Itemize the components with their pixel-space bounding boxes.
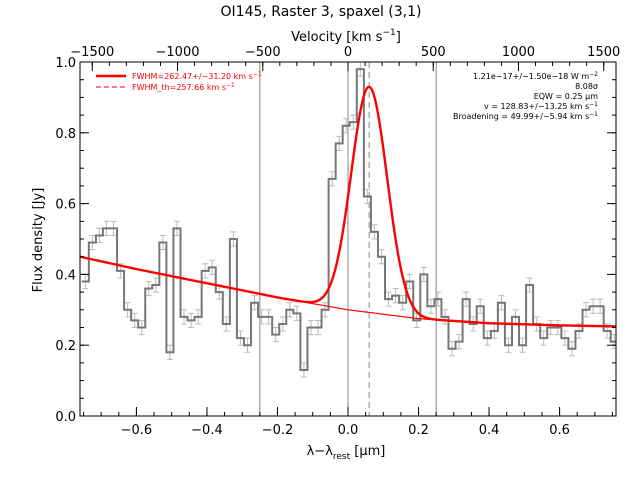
top-tick-label: 1500 [587,45,620,60]
x-tick-label: 0.4 [479,423,500,438]
y-axis-label: Flux density [Jy] [31,188,46,293]
legend-label-text: FWHM=262.47+/−31.20 km s [132,72,253,81]
x-tick-label: −0.2 [262,423,294,438]
y-tick-label: 0.4 [55,268,76,283]
top-tick-label: 500 [421,45,446,60]
annotation-2: EQW = 0.25 μm [534,92,598,101]
top-axis-label-end: ] [396,30,401,45]
x-tick-label: −0.6 [121,423,153,438]
y-tick-label: 0.2 [55,339,76,354]
x-axis-label-unit: [μm] [350,444,385,459]
x-tick-label: 0.0 [338,423,359,438]
top-axis-label: Velocity [km s−1] [291,28,401,45]
annotation-sup: −1 [589,111,598,118]
top-tick-label: 0 [344,45,352,60]
annotation-text: v = 128.83+/−13.25 km s [484,102,589,111]
annotation-4: Broadening = 49.99+/−5.94 km s−1 [453,111,598,121]
top-tick-label: −1000 [156,45,200,60]
axes: −0.6 −0.4 −0.2 0.0 0.2 0.4 0.6 0.0 0.2 0.4 0.6 0.8 1… [55,45,620,438]
x-tick-label: 0.6 [549,423,570,438]
annotation-sup: −1 [589,101,598,108]
gaussian-fit-line [79,85,617,328]
chart-title: OI145, Raster 3, spaxel (3,1) [221,4,422,20]
plot-area [79,61,618,416]
x-tick-label: 0.2 [408,423,429,438]
annotation-0: 1.21e−17+/−1.50e−18 W m−2 [473,71,598,81]
top-tick-label: 1000 [502,45,535,60]
legend: FWHM=262.47+/−31.20 km s−1FWHM_th=257.66… [96,71,262,92]
legend-label-0: FWHM=262.47+/−31.20 km s−1 [132,71,262,81]
y-tick-label: 1.0 [55,56,76,71]
y-tick-label: 0.0 [55,410,76,425]
annotation-text: EQW = 0.25 μm [534,92,598,101]
y-tick-label: 0.8 [55,127,76,142]
x-axis-label-text: λ−λ [307,444,334,459]
top-axis-label-sup: −1 [382,28,395,38]
legend-label-sup: −1 [226,82,235,89]
annotation-sup: −2 [589,71,598,78]
top-tick-label: −500 [245,45,281,60]
y-tick-label: 0.6 [55,198,76,213]
top-axis-label-text: Velocity [km s [291,30,383,45]
legend-label-sup: −1 [253,71,262,78]
annotation-1: 8.08σ [575,82,598,91]
annotation-text: 1.21e−17+/−1.50e−18 W m [473,72,589,81]
annotation-text: 8.08σ [575,82,598,91]
x-axis-label: λ−λrest [μm] [307,444,386,462]
legend-label-text: FWHM_th=257.66 km s [132,83,226,92]
top-tick-label: −1500 [70,45,114,60]
annotation-3: v = 128.83+/−13.25 km s−1 [484,101,598,111]
x-axis-label-sub: rest [333,452,351,462]
x-tick-label: −0.4 [191,423,223,438]
spectrum-series [81,68,616,371]
legend-label-1: FWHM_th=257.66 km s−1 [132,82,235,92]
annotation-text: Broadening = 49.99+/−5.94 km s [453,112,589,121]
